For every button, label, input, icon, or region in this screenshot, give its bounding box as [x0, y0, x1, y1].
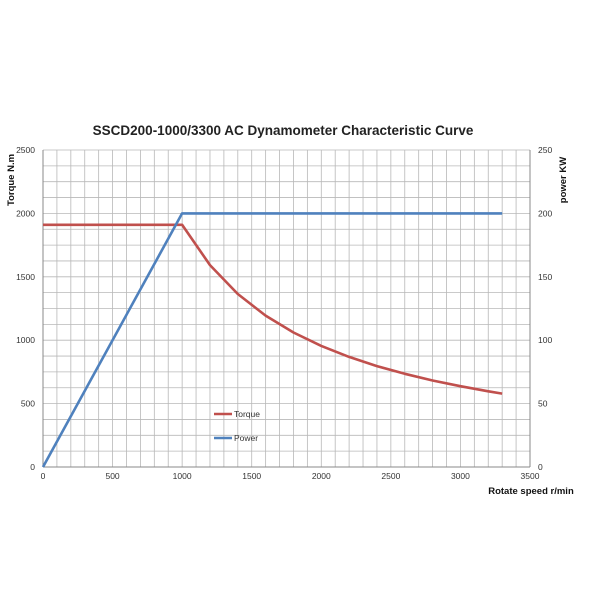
- x-tick-label: 1500: [242, 471, 261, 481]
- chart-title: SSCD200-1000/3300 AC Dynamometer Charact…: [93, 123, 474, 138]
- x-tick-label: 3500: [521, 471, 540, 481]
- series-torque-line: [43, 223, 503, 395]
- x-tick-label: 1000: [173, 471, 192, 481]
- y-right-tick-label: 100: [538, 335, 552, 345]
- y-left-tick-label: 2000: [16, 208, 35, 218]
- y-right-tick-label: 200: [538, 208, 552, 218]
- y-right-tick-label: 250: [538, 145, 552, 155]
- y-left-tick-label: 1000: [16, 335, 35, 345]
- x-axis-label: Rotate speed r/min: [488, 486, 574, 497]
- x-tick-label: 2500: [381, 471, 400, 481]
- axes: [42, 150, 531, 468]
- y-axis-right-label: power KW: [558, 157, 569, 203]
- grid-lines: [42, 149, 531, 468]
- series-power-line: [41, 212, 503, 468]
- x-tick-label: 3000: [451, 471, 470, 481]
- legend-label-torque: Torque: [234, 409, 260, 419]
- x-tick-label: 500: [105, 471, 119, 481]
- y-left-tick-label: 2500: [16, 145, 35, 155]
- legend: Torque Power: [214, 409, 260, 443]
- y-left-tick-label: 0: [30, 462, 35, 472]
- series-group: [41, 212, 503, 468]
- y-axis-left-label: Torque N.m: [6, 154, 17, 206]
- y-right-tick-label: 50: [538, 399, 548, 409]
- x-tick-label: 0: [41, 471, 46, 481]
- tick-labels: 0 500 1000 1500 2000 2500 3000 3500050010001500…: [16, 145, 552, 481]
- x-tick-label: 2000: [312, 471, 331, 481]
- y-right-tick-label: 0: [538, 462, 543, 472]
- y-left-tick-label: 1500: [16, 272, 35, 282]
- legend-label-power: Power: [234, 433, 258, 443]
- y-right-tick-label: 150: [538, 272, 552, 282]
- y-left-tick-label: 500: [21, 399, 35, 409]
